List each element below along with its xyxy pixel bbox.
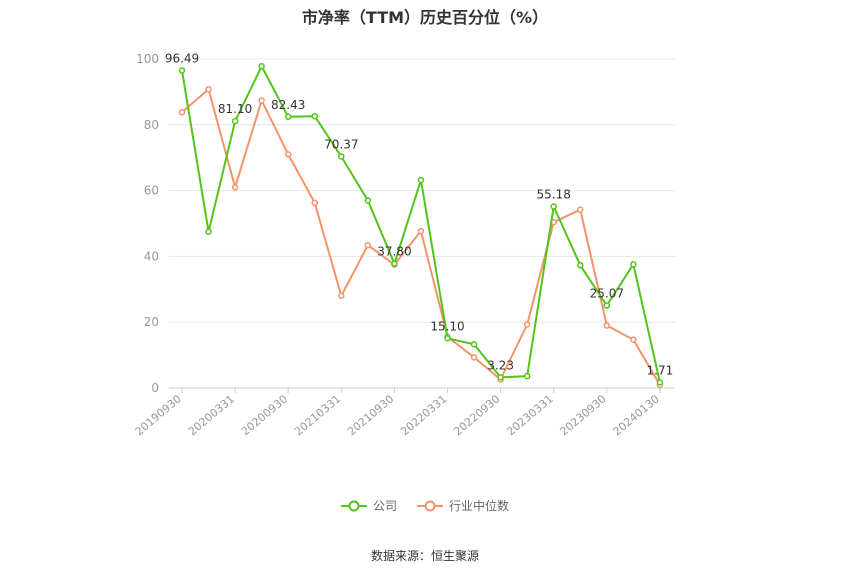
legend-industry-label: 行业中位数 bbox=[449, 499, 510, 513]
chart-title: 市净率（TTM）历史百分位（%） bbox=[301, 8, 549, 27]
y-tick-label: 100 bbox=[136, 52, 159, 66]
industry-median-point bbox=[258, 97, 265, 104]
x-tick-label: 20230331 bbox=[504, 392, 555, 438]
company-point bbox=[417, 176, 425, 184]
company-point bbox=[178, 67, 186, 74]
industry-median-point bbox=[178, 109, 186, 116]
x-axis: 20190930 20200331 20200930 20210331 20210930… bbox=[133, 388, 662, 438]
y-tick-label: 60 bbox=[144, 184, 159, 198]
data-label: 15.10 bbox=[430, 319, 464, 333]
company-point bbox=[258, 62, 265, 70]
company-point bbox=[391, 260, 398, 267]
industry-median-point bbox=[603, 322, 611, 329]
x-tick-label: 20220331 bbox=[398, 392, 449, 438]
x-tick-label: 20210930 bbox=[345, 392, 396, 438]
data-label: 82.43 bbox=[271, 98, 305, 112]
industry-median-point bbox=[523, 321, 531, 328]
company-point bbox=[338, 153, 345, 160]
data-label: 70.37 bbox=[324, 137, 358, 151]
data-label: 96.49 bbox=[165, 52, 199, 66]
y-tick-label: 80 bbox=[144, 118, 159, 132]
x-tick-label: 20200331 bbox=[186, 392, 237, 438]
industry-median-point bbox=[311, 199, 318, 207]
legend-item-industry-median[interactable]: 行业中位数 bbox=[417, 497, 509, 514]
company-point bbox=[603, 302, 611, 309]
company-point bbox=[231, 117, 239, 125]
company-point bbox=[284, 113, 292, 121]
x-tick-label: 20220930 bbox=[451, 392, 502, 438]
data-label: 37.80 bbox=[377, 245, 411, 259]
industry-median-point bbox=[231, 184, 239, 191]
y-tick-label: 0 bbox=[151, 381, 159, 395]
company-line bbox=[181, 65, 661, 383]
company-point bbox=[205, 228, 212, 235]
x-tick-label: 20190930 bbox=[133, 392, 184, 438]
y-axis: 0 20 40 60 80 100 bbox=[136, 52, 159, 395]
series-layer bbox=[178, 62, 664, 389]
industry-median-point bbox=[205, 86, 212, 93]
industry-median-point bbox=[338, 292, 345, 300]
legend-industry-icon bbox=[417, 500, 443, 511]
data-label: 3.23 bbox=[487, 358, 514, 372]
x-tick-label: 20230930 bbox=[557, 392, 608, 438]
company-point bbox=[550, 203, 557, 210]
data-label: 25.07 bbox=[590, 287, 624, 301]
data-label: 55.18 bbox=[537, 187, 571, 201]
company-point bbox=[523, 372, 531, 380]
legend-company-icon bbox=[340, 500, 367, 511]
company-point bbox=[311, 112, 318, 120]
industry-median-point bbox=[630, 336, 637, 343]
company-point bbox=[470, 340, 478, 348]
industry-median-point bbox=[417, 227, 425, 235]
company-point bbox=[630, 261, 637, 268]
industry-median-point bbox=[284, 151, 292, 158]
data-label: 1.71 bbox=[647, 363, 674, 377]
industry-median-point bbox=[470, 354, 478, 361]
industry-median-point bbox=[577, 206, 584, 213]
company-point bbox=[577, 262, 584, 269]
x-tick-label: 20240130 bbox=[611, 392, 662, 438]
data-labels: 96.49 81.10 82.43 70.37 37.80 15.10 3.23 55.18 2… bbox=[165, 52, 673, 378]
company-point bbox=[364, 197, 372, 204]
y-tick-label: 40 bbox=[144, 249, 159, 263]
company-point bbox=[656, 379, 664, 386]
company-point bbox=[444, 335, 451, 342]
x-tick-label: 20210331 bbox=[292, 392, 343, 438]
legend: 公司 行业中位数 bbox=[0, 497, 850, 514]
legend-item-company[interactable]: 公司 bbox=[340, 497, 397, 514]
industry-median-point bbox=[364, 241, 372, 249]
x-tick-label: 20200930 bbox=[239, 392, 290, 438]
data-source: 数据来源：恒生聚源 bbox=[370, 549, 479, 563]
industry-median-line bbox=[181, 88, 661, 386]
y-tick-label: 20 bbox=[144, 315, 159, 329]
data-label: 81.10 bbox=[218, 102, 252, 116]
legend-company-label: 公司 bbox=[372, 499, 397, 513]
company-point bbox=[497, 374, 504, 381]
